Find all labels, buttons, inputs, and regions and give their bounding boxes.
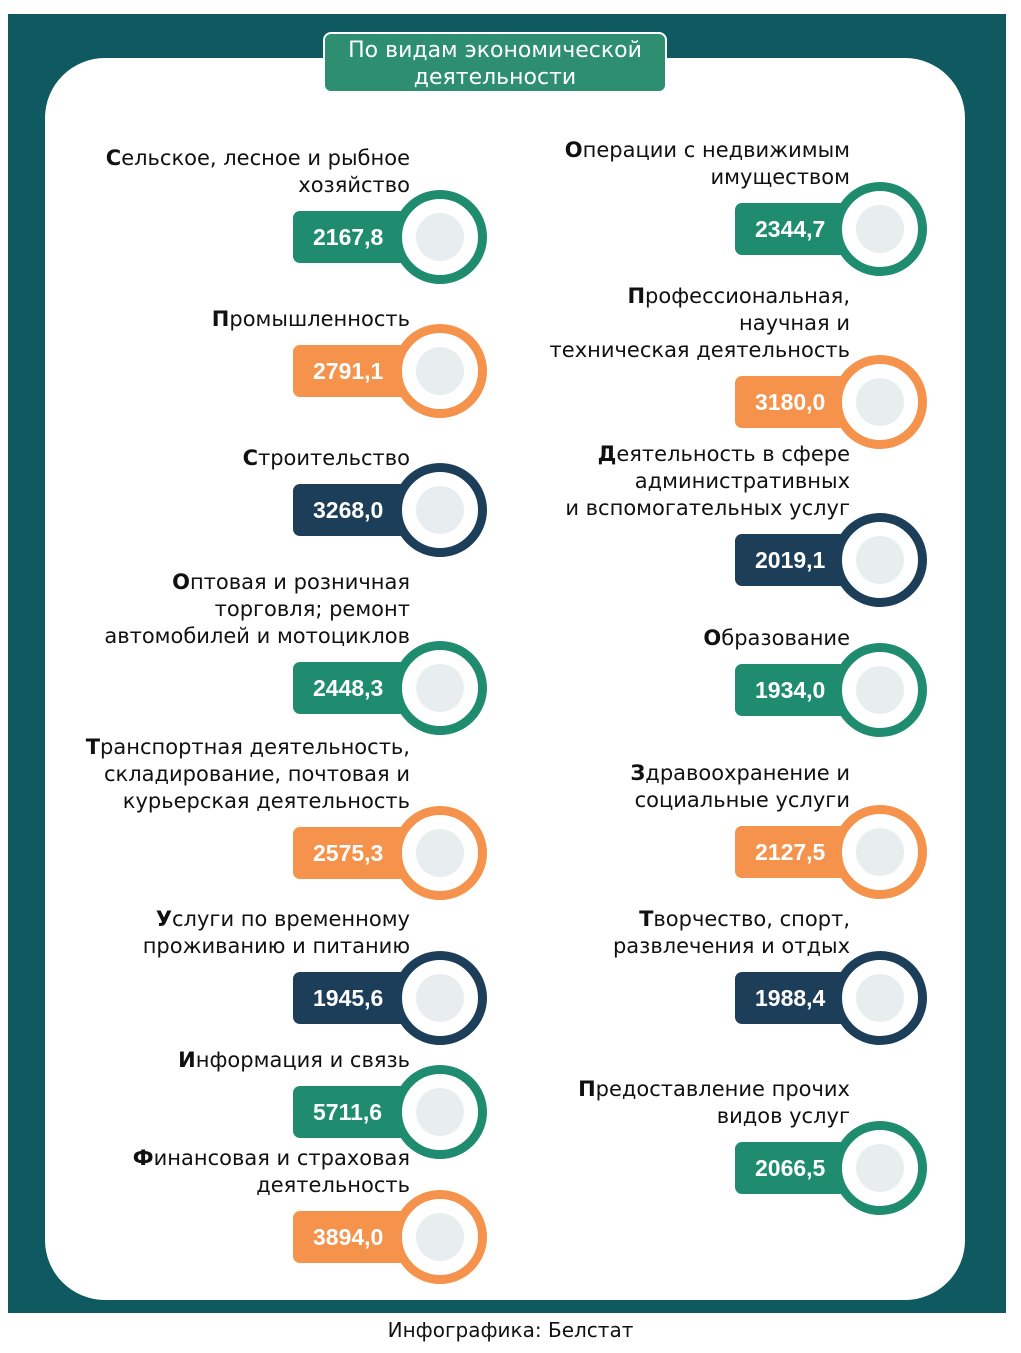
item-icon — [393, 806, 487, 900]
icon — [416, 974, 464, 1022]
item-label: Профессиональная, научная и техническая … — [549, 284, 850, 362]
item-icon — [833, 513, 927, 607]
source: Инфографика: Белстат — [387, 1318, 634, 1342]
icon — [416, 664, 464, 712]
item-label: Услуги по временному проживанию и питани… — [142, 907, 410, 958]
icon — [416, 1213, 464, 1261]
item-label: Операции с недвижимым имуществом — [564, 138, 850, 189]
item-label: Транспортная деятельность, складирование… — [85, 735, 410, 813]
icon — [856, 205, 904, 253]
item-label: Образование — [703, 626, 850, 650]
item-value: 2127,5 — [735, 826, 895, 878]
item-label: Творчество, спорт, развлечения и отдых — [612, 907, 850, 958]
item-label: Промышленность — [211, 307, 410, 331]
item-label: Оптовая и розничная торговля; ремонт авт… — [104, 570, 410, 648]
item-label: Здравоохранение и социальные услуги — [630, 761, 850, 812]
item-icon — [393, 324, 487, 418]
icon — [416, 1088, 464, 1136]
item-icon — [833, 182, 927, 276]
item-label: Сельское, лесное и рыбное хозяйство — [105, 146, 410, 197]
item-label: Финансовая и страховая деятельность — [132, 1146, 410, 1197]
icon — [416, 347, 464, 395]
item-icon — [393, 951, 487, 1045]
item-label: Строительство — [242, 446, 410, 470]
item-icon — [833, 805, 927, 899]
icon — [856, 536, 904, 584]
icon — [416, 213, 464, 261]
icon — [416, 486, 464, 534]
icon — [856, 666, 904, 714]
item-icon — [393, 641, 487, 735]
item-icon — [393, 1065, 487, 1159]
title: По видам экономической деятельности — [323, 32, 667, 93]
item-icon — [393, 190, 487, 284]
item-icon — [833, 355, 927, 449]
item-icon — [393, 463, 487, 557]
item-icon — [833, 1121, 927, 1215]
icon — [416, 829, 464, 877]
item-label: Информация и связь — [178, 1048, 410, 1072]
item-label: Деятельность в сфере административных и … — [565, 442, 850, 520]
icon — [856, 1144, 904, 1192]
item-icon — [833, 643, 927, 737]
item-icon — [393, 1190, 487, 1284]
item-label: Предоставление прочих видов услуг — [578, 1077, 850, 1128]
icon — [856, 828, 904, 876]
icon — [856, 378, 904, 426]
item-icon — [833, 951, 927, 1045]
icon — [856, 974, 904, 1022]
